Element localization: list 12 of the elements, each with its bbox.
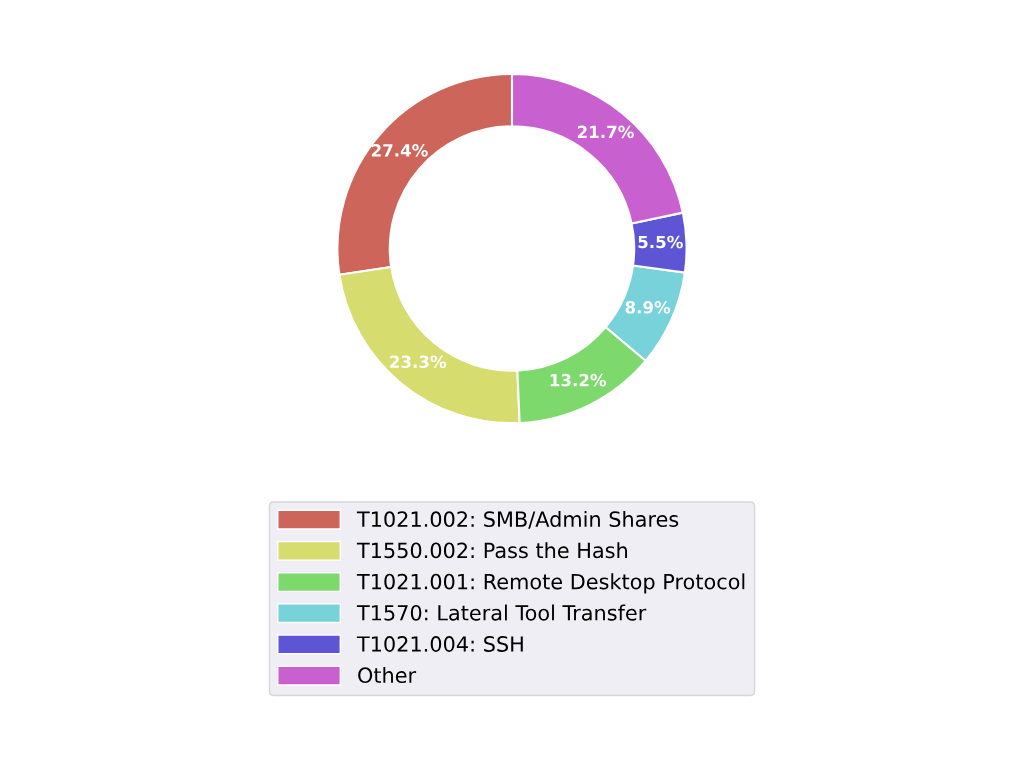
data-label: 21.7% [577, 125, 634, 139]
data-label: 5.5% [638, 235, 683, 249]
legend-label: Other [358, 666, 417, 684]
legend-label: T1021.002: SMB/Admin Shares [356, 510, 679, 529]
data-label: 13.2% [550, 373, 607, 387]
data-label: 27.4% [371, 144, 428, 157]
legend-label: T1021.001: Remote Desktop Protocol [356, 573, 745, 594]
data-label: 23.3% [390, 355, 447, 369]
legend-label: T1021.004: SSH [356, 636, 523, 652]
legend-label: T1570: Lateral Tool Transfer [356, 604, 647, 621]
legend-label: T1550.002: Pass the Hash [356, 542, 627, 559]
data-label: 8.9% [625, 301, 671, 314]
